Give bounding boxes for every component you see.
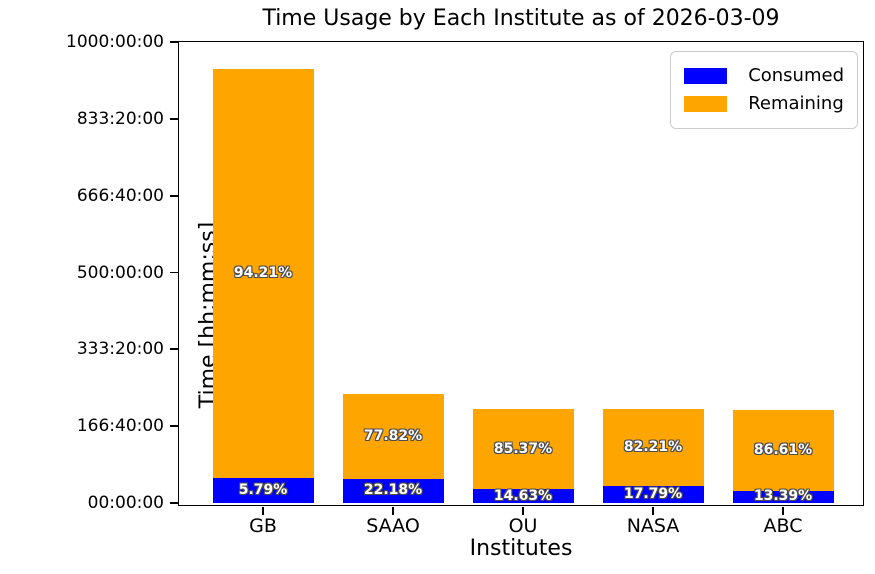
legend-label: Remaining [748, 93, 844, 114]
x-tick-label: SAAO [366, 515, 420, 537]
bar-segment-remaining [472, 408, 574, 490]
legend-swatch-consumed [684, 68, 728, 84]
y-tick-label: 166:40:00 [76, 416, 164, 437]
y-tick-label: 00:00:00 [87, 493, 164, 513]
bar-segment-consumed [602, 486, 704, 503]
bar-segment-consumed [472, 489, 574, 503]
x-axis-label: Institutes [469, 536, 573, 561]
legend: Consumed Remaining [670, 51, 858, 129]
remaining-percent-label: 82.21% [623, 439, 683, 456]
y-tick-label: 1000:00:00 [66, 32, 164, 52]
consumed-percent-label: 5.79% [238, 481, 288, 498]
x-tick-label: OU [508, 515, 538, 537]
remaining-percent-label: 85.37% [493, 440, 553, 457]
bar-segment-remaining [212, 68, 314, 478]
y-tick-mark [169, 194, 178, 197]
bar-segment-consumed [732, 490, 834, 503]
y-tick-mark [169, 425, 178, 428]
x-tick-mark [782, 506, 784, 515]
bar-segment-remaining [342, 393, 444, 479]
x-tick-label: ABC [763, 515, 803, 537]
x-tick-mark [652, 506, 654, 515]
y-tick-mark [169, 271, 178, 274]
x-tick-mark [522, 506, 524, 515]
y-tick-mark [169, 502, 178, 504]
legend-row: Consumed [684, 64, 844, 88]
x-tick-label: NASA [626, 515, 680, 537]
consumed-percent-label: 13.39% [753, 488, 813, 505]
legend-label: Consumed [748, 65, 844, 86]
x-tick-label: GB [249, 515, 277, 537]
x-tick-mark [392, 506, 394, 515]
remaining-percent-label: 94.21% [233, 264, 293, 281]
y-tick-label: 333:20:00 [76, 339, 164, 360]
chart-title: Time Usage by Each Institute as of 2026-… [262, 6, 780, 31]
consumed-percent-label: 22.18% [363, 482, 423, 499]
bar-segment-remaining [602, 408, 704, 487]
bar-segment-remaining [732, 409, 834, 491]
bar-segment-consumed [212, 477, 314, 503]
y-tick-label: 500:00:00 [76, 262, 164, 283]
y-tick-mark [169, 348, 178, 351]
legend-row: Remaining [684, 92, 844, 116]
y-tick-label: 833:20:00 [76, 108, 164, 129]
consumed-percent-label: 14.63% [493, 487, 553, 504]
remaining-percent-label: 77.82% [363, 427, 423, 444]
consumed-percent-label: 17.79% [623, 486, 683, 503]
plot-area: Time [hh:mm:ss] Consumed Remaining 00:00:… [66, 32, 864, 537]
y-tick-mark [169, 41, 178, 43]
x-tick-mark [262, 506, 264, 515]
legend-swatch-remaining [684, 96, 728, 112]
remaining-percent-label: 86.61% [753, 441, 813, 458]
y-tick-mark [169, 117, 178, 120]
y-tick-label: 666:40:00 [76, 185, 164, 206]
bar-segment-consumed [342, 478, 444, 503]
